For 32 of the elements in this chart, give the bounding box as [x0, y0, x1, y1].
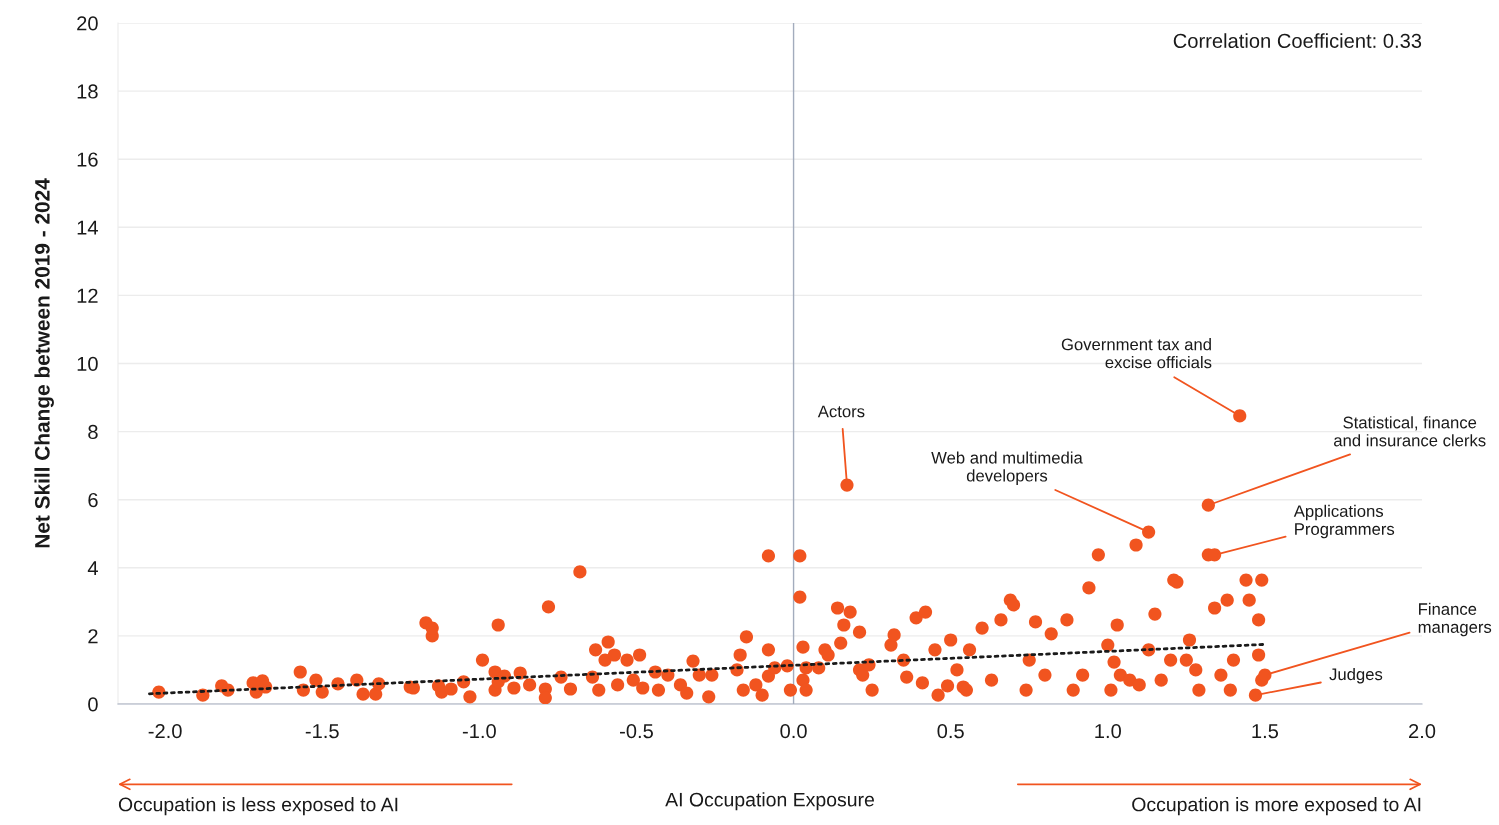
y-tick-label: 6 [88, 492, 98, 508]
x-tick-label: -1.5 [305, 724, 339, 739]
annotation: Actors [817, 405, 865, 418]
y-tick-label: 18 [77, 84, 98, 99]
annotation: Government tax and excise officials [1061, 338, 1212, 369]
y-tick-label: 10 [77, 356, 98, 371]
text: Occupation is more exposed to AI [1132, 797, 1421, 816]
y-tick-label: 20 [77, 16, 98, 31]
x-tick-label: 1.0 [1095, 723, 1121, 739]
x-tick-label: 0.0 [780, 723, 807, 739]
y-tick-label: 16 [77, 152, 98, 167]
annotation: Statistical, finance and insurance clerks [1334, 416, 1486, 447]
x-tick-label: 2.0 [1409, 723, 1436, 739]
annotation: Correlation Coefficient: 0.33 [1173, 33, 1422, 49]
x-tick-label: 1.5 [1252, 724, 1279, 739]
annotation: Judges [1329, 667, 1383, 684]
annotation: Web and multimedia developers [931, 451, 1083, 485]
text: Occupation is less exposed to AI [118, 797, 398, 816]
y-tick-label: 8 [88, 424, 98, 440]
x-axis-title: AI Occupation Exposure [665, 792, 874, 811]
annotation: Finance managers [1418, 602, 1492, 637]
y-axis-title: Net Skill Change between 2019 - 2024 [34, 178, 54, 548]
y-tick-label: 4 [87, 561, 98, 576]
y-tick-label: 2 [88, 629, 98, 644]
x-tick-label: 0.5 [937, 723, 964, 739]
annotation: Applications Programmers [1293, 504, 1395, 539]
y-tick-label: 12 [77, 288, 98, 303]
y-tick-label: 14 [77, 220, 98, 235]
y-tick-label: 0 [88, 697, 98, 712]
x-tick-label: -1.0 [462, 723, 496, 739]
x-tick-label: -0.5 [620, 723, 653, 739]
x-tick-label: -2.0 [148, 723, 182, 739]
